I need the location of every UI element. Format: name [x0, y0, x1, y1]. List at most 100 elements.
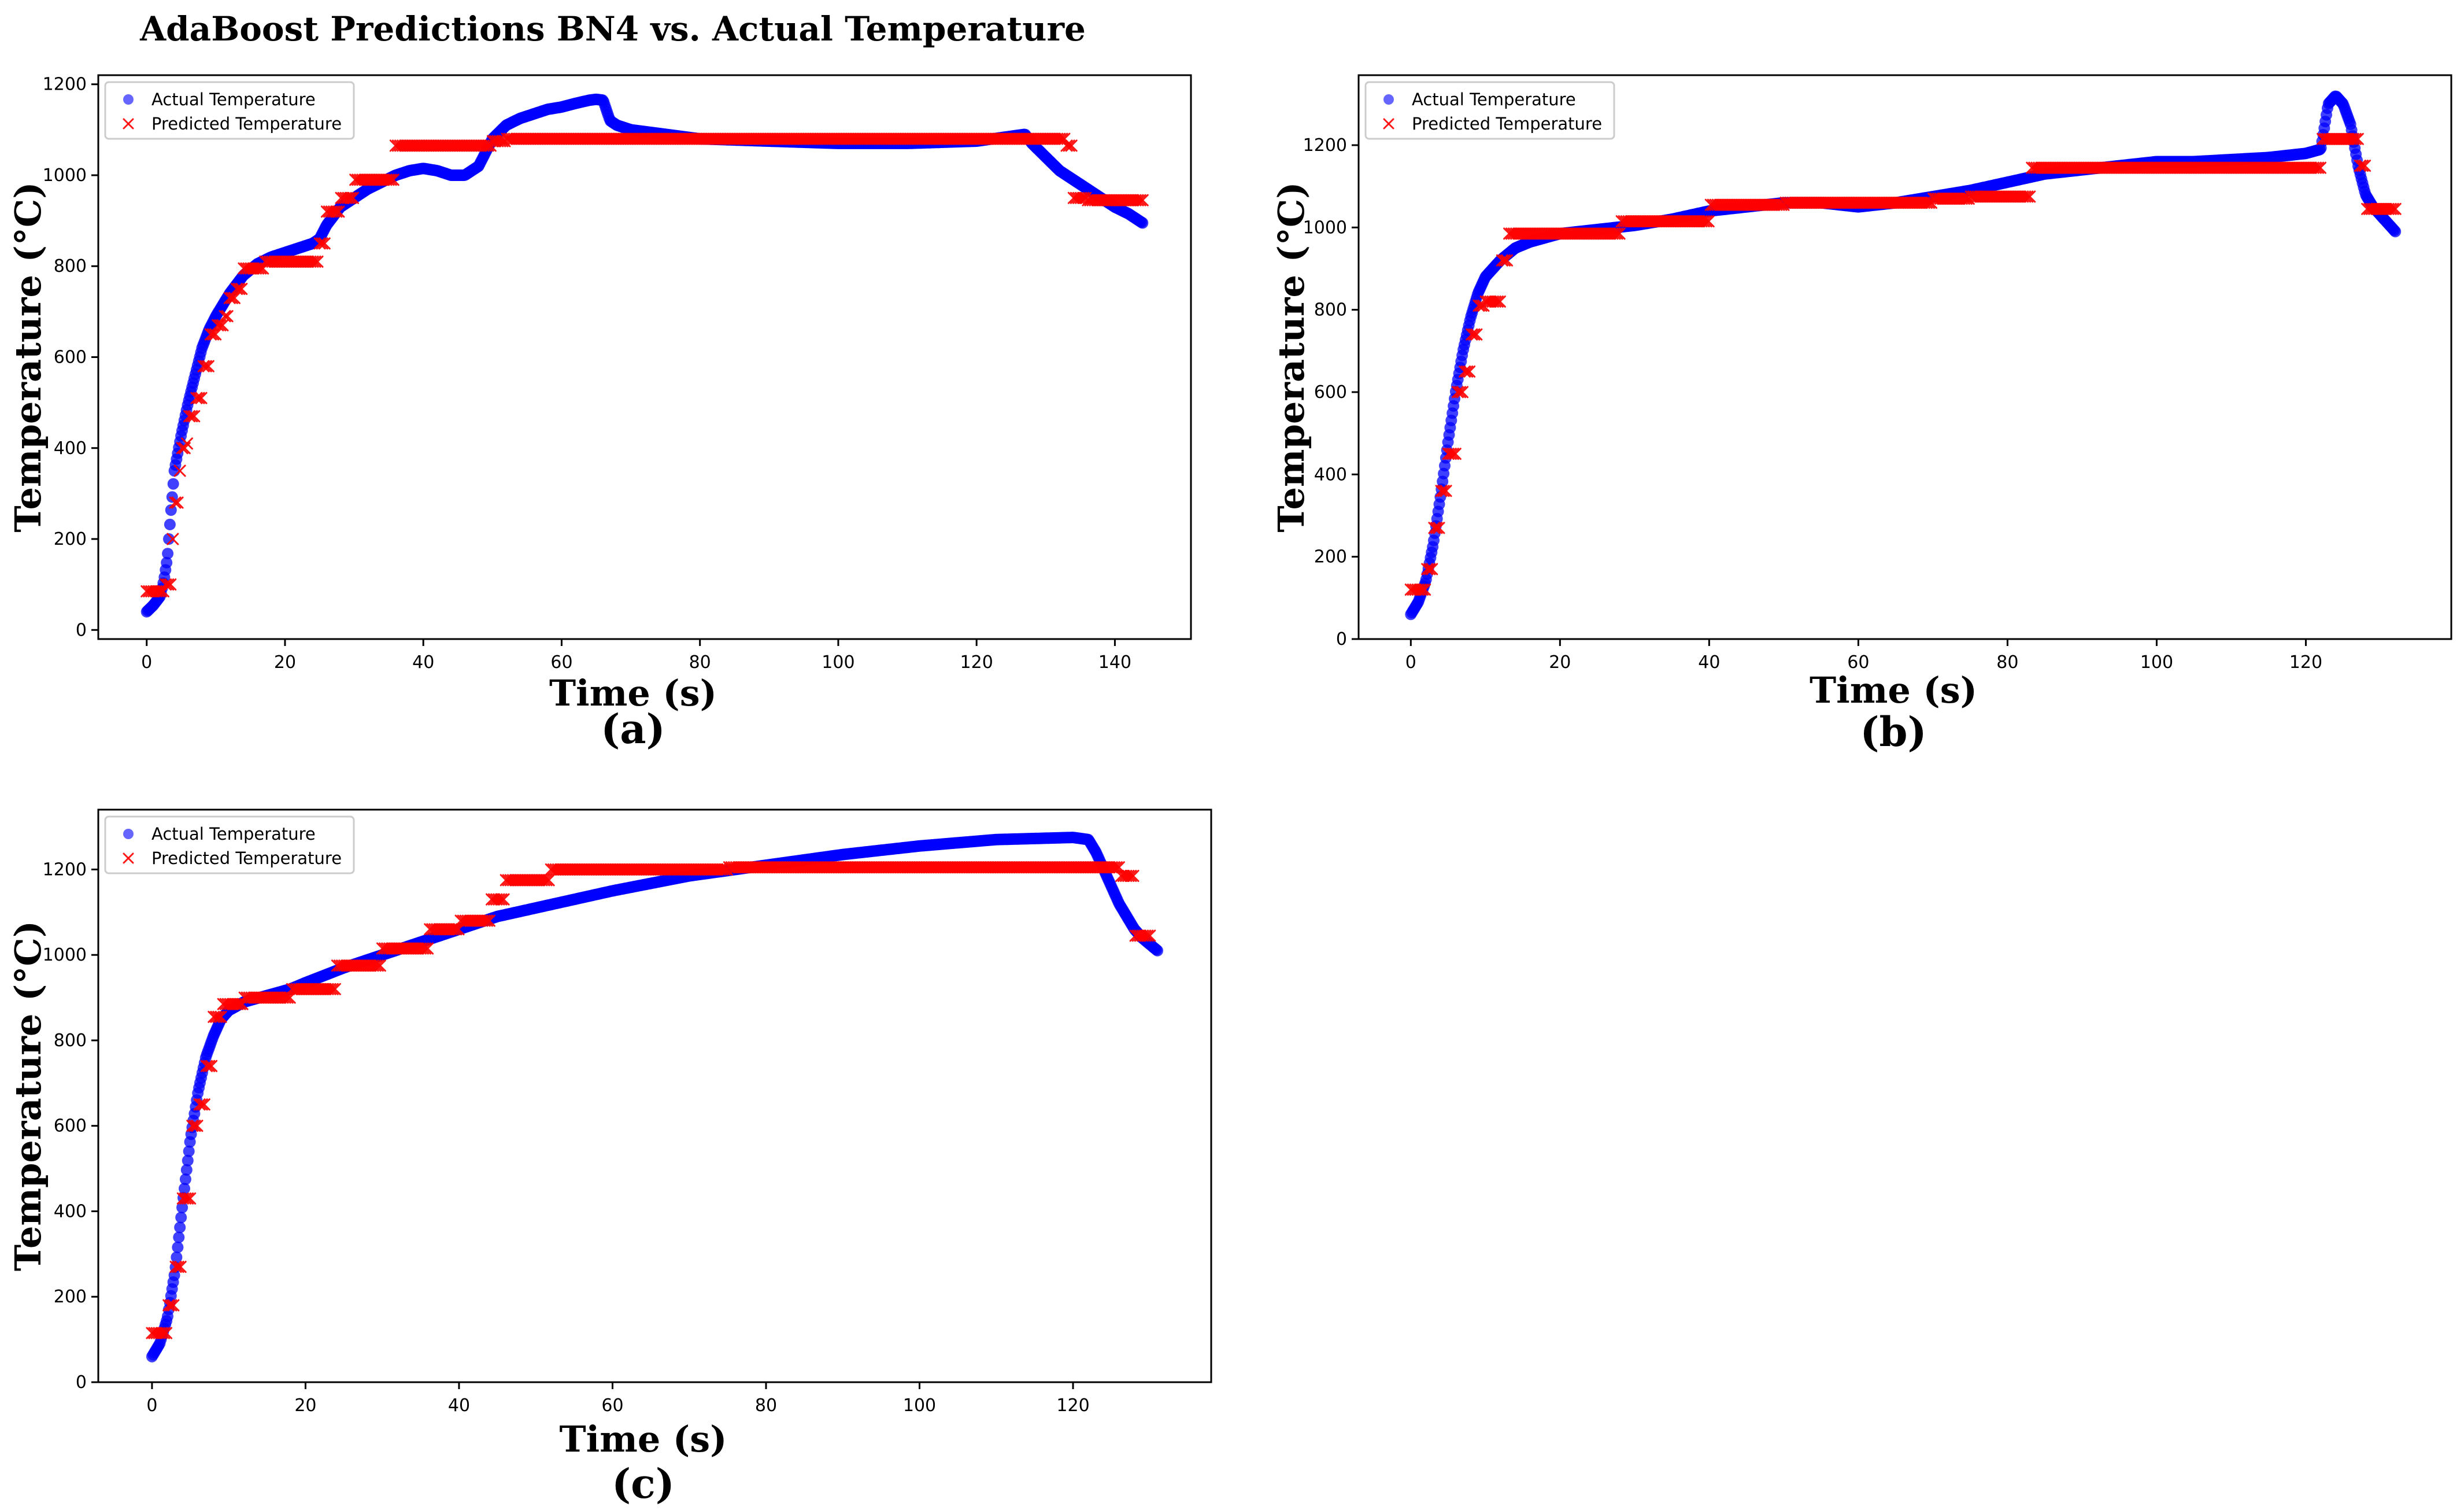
predicted-point — [2389, 202, 2402, 215]
actual-point — [175, 1212, 187, 1224]
predicted-point — [1459, 365, 1471, 378]
predicted-point — [2021, 190, 2034, 203]
legend-predicted-marker — [1383, 118, 1394, 130]
predicted-point — [212, 319, 224, 331]
chart-panel-a: 0 20 40 60 80 100 120 140 0 200 400 600 800 1000 1200 T… — [7, 74, 1192, 753]
x-tick-label: 100 — [903, 1395, 936, 1416]
legend: Actual Temperature Predicted Temperature — [1364, 81, 1615, 140]
chart-panel-b: 0 20 40 60 80 100 120020040060080010001200Time… — [1270, 74, 2452, 756]
predicted-point — [1920, 197, 1933, 209]
predicted-point — [1493, 295, 1506, 308]
predicted-point — [342, 191, 354, 204]
predicted-point — [1491, 295, 1504, 308]
x-tick-label: 80 — [689, 652, 711, 673]
y-tick-label: 200 — [1314, 547, 1347, 567]
predicted-point — [1470, 328, 1483, 341]
predicted-point — [318, 237, 331, 250]
predicted-point — [225, 291, 238, 304]
predicted-point — [1489, 295, 1501, 308]
predicted-point — [2356, 160, 2369, 172]
y-tick-label: 1200 — [1303, 135, 1347, 156]
predicted-point — [1501, 254, 1514, 267]
predicted-point — [332, 205, 345, 218]
x-tick-label: 60 — [1847, 652, 1869, 673]
predicted-point — [1700, 215, 1712, 228]
predicted-point — [204, 328, 217, 341]
predicted-point — [186, 410, 198, 423]
predicted-point — [173, 464, 186, 477]
actual-point — [179, 1173, 191, 1186]
predicted-point — [164, 578, 177, 591]
actual-point — [172, 1241, 184, 1253]
predicted-point — [169, 496, 182, 509]
predicted-point — [188, 410, 201, 423]
x-tick-label: 60 — [601, 1395, 623, 1416]
predicted-point — [231, 283, 243, 296]
predicted-point — [1697, 215, 1710, 228]
x-tick-label: 0 — [1405, 652, 1416, 673]
predicted-point — [1433, 522, 1445, 534]
x-tick-label: 80 — [1996, 652, 2018, 673]
predicted-point — [167, 533, 179, 545]
predicted-point — [316, 237, 328, 250]
y-tick-label: 600 — [1314, 382, 1347, 403]
actual-point — [164, 518, 176, 530]
predicted-point — [1421, 563, 1434, 575]
predicted-point — [162, 578, 175, 591]
predicted-point — [384, 173, 397, 186]
predicted-point — [223, 291, 236, 304]
y-tick-label: 200 — [54, 529, 87, 549]
predicted-point — [1446, 448, 1459, 460]
x-tick-label: 80 — [755, 1395, 777, 1416]
y-tick-label: 1000 — [43, 165, 87, 186]
plot-frame — [97, 74, 1192, 640]
x-tick-label: 100 — [2140, 652, 2173, 673]
panel-label: (b) — [1860, 708, 1926, 756]
predicted-point — [1456, 386, 1469, 398]
predicted-point — [1611, 227, 1623, 240]
actual-point — [2389, 226, 2402, 238]
x-tick-label: 0 — [141, 652, 152, 673]
predicted-point — [183, 410, 196, 423]
actual-point — [183, 1145, 195, 1157]
predicted-point — [2347, 132, 2359, 145]
predicted-point — [2354, 160, 2366, 172]
y-tick-label: 1200 — [43, 75, 87, 95]
y-tick-label: 200 — [54, 1287, 87, 1307]
predicted-point — [1414, 584, 1427, 596]
predicted-point — [1468, 328, 1481, 341]
legend-predicted-label: Predicted Temperature — [151, 848, 342, 868]
actual-point — [180, 1164, 193, 1176]
predicted-point — [2309, 161, 2322, 174]
y-tick-label: 400 — [54, 1201, 87, 1221]
actual-point — [161, 556, 173, 568]
predicted-point — [1440, 485, 1452, 497]
predicted-point — [195, 392, 208, 404]
predicted-point — [1136, 194, 1149, 206]
predicted-point — [328, 205, 341, 218]
predicted-point — [233, 283, 246, 296]
predicted-point — [214, 319, 227, 331]
predicted-point — [160, 578, 172, 591]
predicted-point — [344, 191, 357, 204]
y-tick-label: 1000 — [1303, 217, 1347, 238]
predicted-point — [193, 392, 205, 404]
predicted-point — [207, 328, 220, 341]
predicted-point — [347, 191, 360, 204]
predicted-point — [1449, 448, 1462, 460]
predicted-point — [1075, 191, 1087, 204]
chart-panels: 0 20 40 60 80 100 120 140020040060080010001200T… — [7, 74, 2452, 1508]
predicted-point — [1608, 227, 1621, 240]
x-tick-label: 0 — [146, 1395, 157, 1416]
x-tick-label: 120 — [1056, 1395, 1089, 1416]
plot-frame — [1357, 74, 2452, 640]
predicted-point — [311, 255, 324, 268]
predicted-point — [219, 310, 231, 323]
predicted-point — [1451, 386, 1464, 398]
legend-actual-label: Actual Temperature — [151, 824, 316, 844]
y-tick-label: 0 — [76, 620, 87, 640]
predicted-point — [1496, 254, 1508, 267]
x-tick-label: 120 — [2289, 652, 2322, 673]
x-tick-label: 120 — [960, 652, 993, 673]
